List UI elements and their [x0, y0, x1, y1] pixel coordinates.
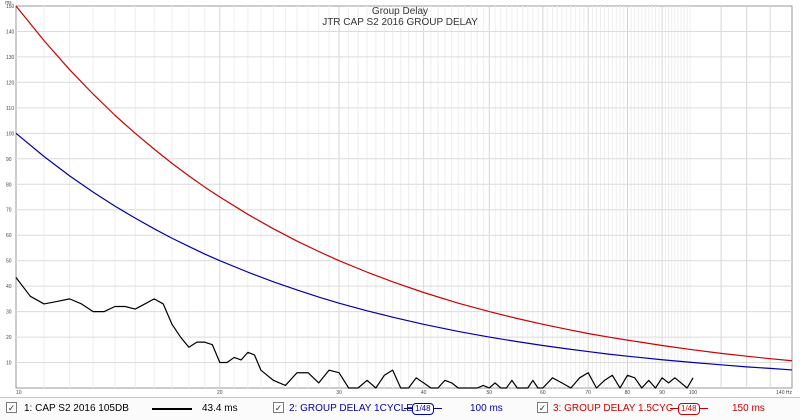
series-3-checkbox[interactable]: ✓	[537, 402, 548, 413]
series-1-value: 43.4 ms	[202, 403, 238, 414]
y-tick-label: 140	[6, 29, 15, 35]
series-3-smoothing[interactable]: 1/48	[670, 402, 708, 416]
y-tick-label: 70	[6, 208, 12, 214]
series-3-line-swatch-tail	[699, 407, 708, 409]
x-tick-label: 50	[486, 390, 492, 396]
series-2-checkbox[interactable]: ✓	[273, 402, 284, 413]
series-2-line-swatch-tail	[433, 407, 442, 409]
x-tick-label: 40	[421, 390, 427, 396]
y-tick-label: 90	[6, 157, 12, 163]
chart-subtitle: JTR CAP S2 2016 GROUP DELAY	[322, 17, 478, 28]
x-tick-label: 90	[659, 390, 665, 396]
series-1-checkbox[interactable]: ✓	[6, 402, 17, 413]
series-2-value: 100 ms	[470, 403, 503, 414]
group-delay-chart: 10 20 30 40 50 60 70 80 90 100 140 Hz 10 20 30 40 50 60 7…	[5, 0, 793, 396]
series-2-smoothing-badge: 1/48	[412, 403, 434, 415]
y-tick-label: 40	[6, 284, 12, 290]
y-tick-label: 130	[6, 55, 15, 61]
series-2-smoothing[interactable]: 1/48	[404, 402, 442, 416]
x-tick-label: 140 Hz	[776, 390, 792, 396]
y-tick-label: 60	[6, 233, 12, 239]
y-tick-label: 20	[6, 335, 12, 341]
series-3-value: 150 ms	[732, 403, 765, 414]
series-3-line-swatch	[670, 407, 678, 409]
tick-labels: 10 20 30 40 50 60 70 80 90 100 140 Hz 10 20 30 40 50 60 7…	[6, 4, 792, 396]
series-2-name: 2: GROUP DELAY 1CYCLE	[289, 403, 413, 414]
x-tick-label: 10	[16, 390, 22, 396]
y-tick-label: 150	[6, 4, 15, 10]
y-tick-label: 50	[6, 259, 12, 265]
x-tick-label: 30	[336, 390, 342, 396]
series-layer	[15, 5, 793, 389]
x-tick-label: 70	[585, 390, 591, 396]
y-tick-label: 80	[6, 182, 12, 188]
legend-bar: ✓ 1: CAP S2 2016 105DB 43.4 ms ✓ 2: GROU…	[0, 397, 800, 420]
y-tick-label: 10	[6, 361, 12, 367]
plot-background	[15, 5, 793, 389]
grid-lines	[16, 6, 792, 388]
y-unit-label: ms	[5, 0, 12, 6]
series-1-line-swatch	[152, 408, 192, 410]
x-tick-label: 20	[217, 390, 223, 396]
series-line-3	[15, 5, 793, 362]
series-1-name: 1: CAP S2 2016 105DB	[24, 403, 129, 414]
series-line-1	[15, 277, 694, 389]
series-3-smoothing-badge: 1/48	[678, 403, 700, 415]
x-tick-label: 100	[689, 390, 698, 396]
y-tick-label: 100	[6, 131, 15, 137]
y-tick-label: 120	[6, 80, 15, 86]
series-line-2	[15, 132, 793, 371]
series-3-name: 3: GROUP DELAY 1.5CYC	[553, 403, 674, 414]
series-2-line-swatch	[404, 407, 412, 409]
y-tick-label: 30	[6, 310, 12, 316]
x-tick-label: 80	[625, 390, 631, 396]
x-tick-label: 60	[540, 390, 546, 396]
chart-title: Group Delay	[372, 6, 428, 17]
y-tick-label: 110	[6, 106, 14, 112]
